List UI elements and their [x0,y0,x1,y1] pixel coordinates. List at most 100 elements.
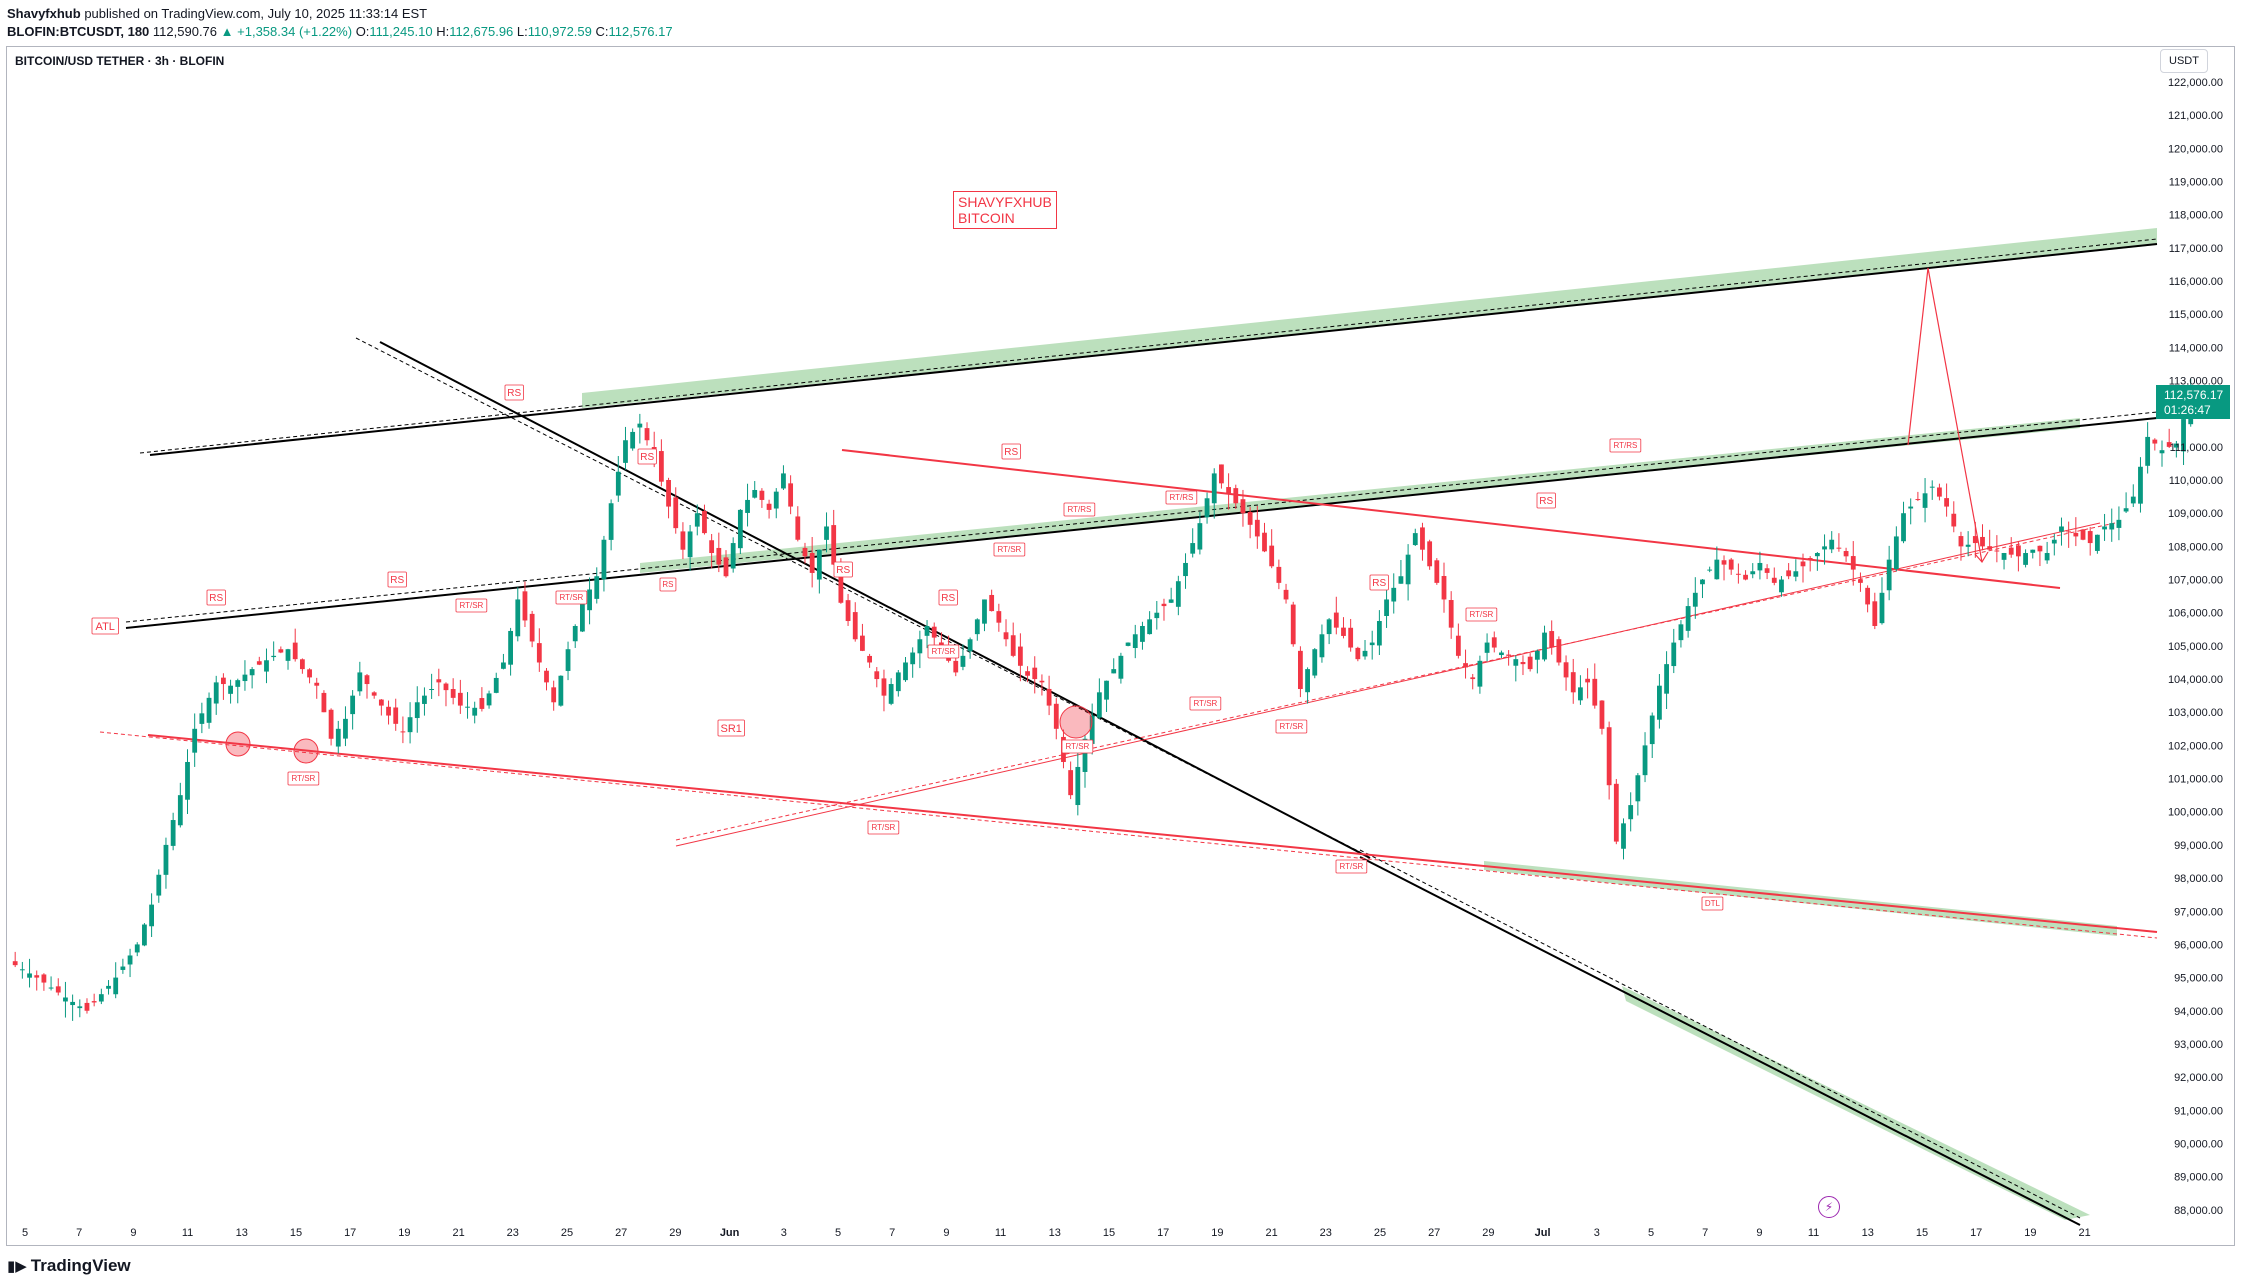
candle-body [1585,678,1590,683]
candle-body [242,674,248,682]
candle-body [127,955,133,965]
rt-sr-label-box [927,644,960,659]
candle-body [1951,513,1957,527]
candle-body [1994,550,2000,552]
candle-body [2016,545,2021,557]
candle-body [2094,534,2100,551]
candle-body [1499,652,1504,656]
candle-body [1046,688,1052,706]
candle-body [1879,592,1885,624]
candle-body [343,718,348,739]
rs-label: RS [662,580,673,589]
rt-sr-label: RT/SR [559,593,583,602]
candle-body [457,692,463,706]
price-tick-label: 102,000.00 [2168,740,2223,752]
price-axis: 88,000.00 89,000.00 90,000.00 91,000.00 92,0… [2168,77,2223,1217]
candle-body [393,707,399,724]
candle-body [795,516,801,540]
candle-body [1298,650,1303,690]
sr1-label: SR1 [721,723,742,735]
candle-body [1908,506,1914,509]
price-tick-label: 122,000.00 [2168,77,2223,89]
candle-body [788,483,794,507]
dtl-label-box [1701,896,1724,911]
candle-body [1111,669,1117,674]
price-tick-label: 106,000.00 [2168,608,2223,620]
time-tick-label: 5 [22,1227,28,1239]
candle-body [1850,556,1856,570]
candle-body [12,961,18,966]
candle-body [1972,536,1978,544]
price-tick-label: 98,000.00 [2174,873,2223,885]
candle-body [1175,581,1181,607]
candle-body [120,966,126,970]
zones-layer [582,228,2157,1220]
candle-body [1728,559,1734,570]
candle-body [1721,560,1727,565]
candle-body [816,549,822,580]
rs-label-box [938,589,958,606]
candle-body [2152,439,2158,444]
candle-body [113,977,119,995]
candle-body [809,552,815,573]
candle-body [2181,419,2186,452]
candle-body [536,643,542,663]
currency-button[interactable]: USDT [2160,49,2208,73]
candle-body [1534,650,1540,660]
candle-body [1592,678,1598,706]
rs-label: RS [1004,447,1018,458]
candle-body [1326,619,1332,635]
price-tick-label: 101,000.00 [2168,774,2223,786]
candle-body [19,969,25,971]
price-tick-label: 91,000.00 [2174,1105,2223,1117]
candle-body [766,503,772,510]
rt-sr-label: RT/SR [1339,862,1363,871]
mid-trendline-dashed [125,411,2158,623]
candle-body [1771,577,1777,583]
candle-body [235,680,241,687]
tradingview-logo[interactable]: ▮▶ TradingView [7,1256,131,1276]
candle-body [1836,547,1842,549]
candle-body [802,547,808,557]
candle-body [982,599,987,624]
symbol-label[interactable]: BLOFIN:BTCUSDT, 180 [7,24,150,39]
candle-body [1707,569,1713,571]
price-tick-label: 114,000.00 [2169,342,2223,354]
lower-red-trendline [147,734,2158,933]
pane-title: BITCOIN/USD TETHER · 3h · BLOFIN [15,54,225,68]
candle-body [1412,533,1418,546]
candle-body [292,642,298,660]
candle-body [737,509,743,549]
candle-body [1700,579,1705,585]
rt-sr-label: RT/SR [871,823,895,832]
lightning-icon[interactable]: ⚡ [1818,1196,1840,1218]
candle-body [1333,612,1339,628]
time-tick-label: 9 [943,1227,949,1239]
candle-body [974,619,980,635]
author-name[interactable]: Shavyfxhub [7,6,81,21]
descending-trendline-dashed [355,337,1361,853]
low-value: 110,972.59 [527,24,592,39]
candle-body [1520,662,1526,665]
candle-body [436,679,442,683]
candle-body [134,944,140,953]
candle-body [1965,544,1971,547]
watermark-text[interactable]: SHAVYFXHUB BITCOIN [953,191,1057,229]
watermark-line1: SHAVYFXHUB [958,194,1052,210]
candle-body [1240,499,1246,514]
candle-body [1341,627,1346,636]
candle-body [1312,649,1318,676]
price-tick-label: 118,000.00 [2169,210,2223,222]
rt-sr-label-box [287,771,320,786]
time-tick-label: 19 [398,1227,410,1239]
time-tick-label: 19 [1211,1227,1223,1239]
candle-body [221,677,226,685]
candle-body [177,795,183,826]
candle-body [501,662,506,669]
candle-body [1470,677,1476,680]
candle-body [1664,664,1669,694]
candle-body [723,557,729,577]
rt-sr-label-box [1465,607,1498,622]
candle-body [1613,783,1619,842]
